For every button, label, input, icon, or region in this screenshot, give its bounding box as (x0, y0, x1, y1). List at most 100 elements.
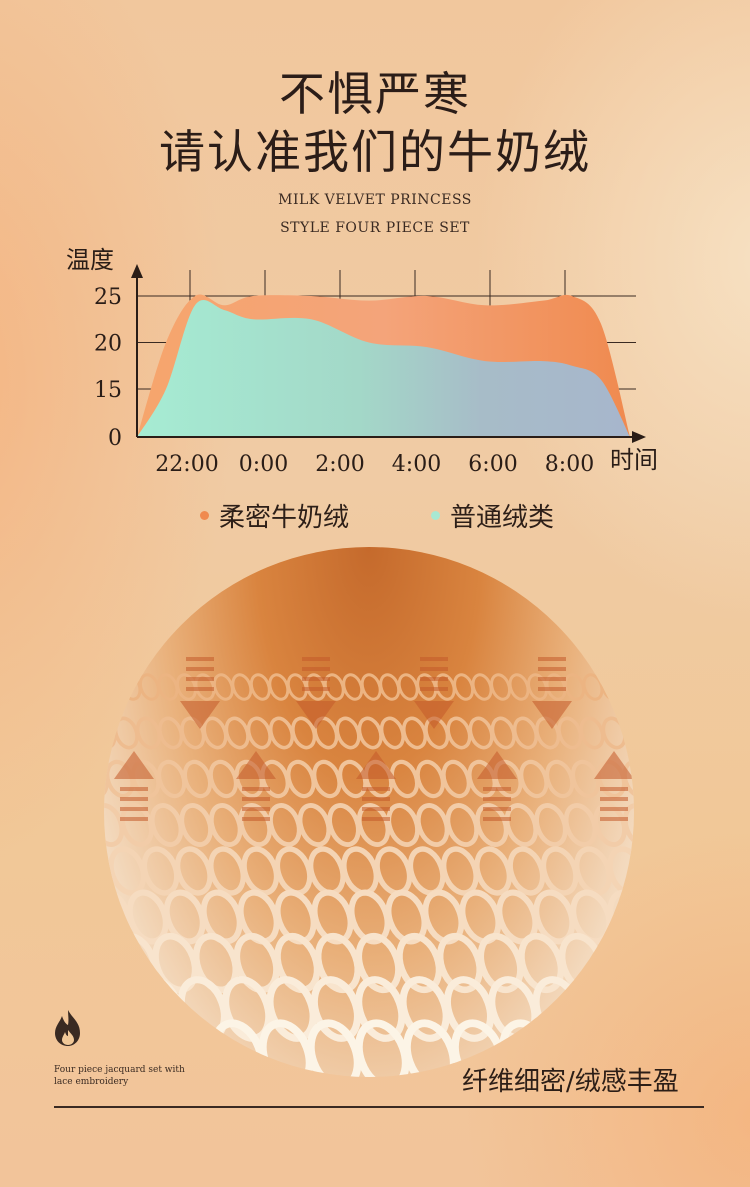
fabric-loop (274, 846, 313, 896)
fabric-loop (133, 976, 184, 1042)
fabric-loop (327, 803, 361, 847)
fabric-loop (379, 716, 405, 750)
fabric-loop (202, 716, 228, 750)
bottom-divider (54, 1106, 704, 1108)
fabric-loop (357, 716, 383, 750)
fabric-loop (355, 1019, 410, 1077)
feature-text: 纤维细密/绒感丰盈 (462, 1067, 679, 1097)
flame-icon (55, 1010, 80, 1046)
y-tick-label: 0 (108, 426, 122, 451)
fabric-loop (399, 976, 450, 1042)
fabric-loop (208, 846, 246, 896)
fabric-loop (104, 932, 118, 994)
headline-line-2: 请认准我们的牛奶绒 (159, 125, 591, 179)
fabric-loop (446, 716, 472, 750)
fabric-loop (158, 716, 184, 750)
subtitle-line-2: STYLE FOUR PIECE SET (280, 220, 470, 236)
fabric-loop (570, 759, 601, 799)
fabric-loop (582, 673, 604, 701)
fabric-loop (519, 759, 549, 799)
fabric-loop (563, 673, 585, 701)
fabric-loop (401, 716, 428, 750)
fabric-loop (208, 803, 243, 847)
legend-item-milk-velvet: 柔密牛奶绒 (200, 497, 349, 534)
fabric-loop (422, 889, 465, 945)
fabric-loop (113, 716, 139, 750)
fabric-loop (163, 889, 206, 945)
fabric-loop (268, 716, 295, 750)
fabric-loop (507, 846, 546, 896)
fabric-loop (180, 716, 206, 750)
legend-item-ordinary: 普通绒类 (431, 497, 554, 534)
fabric-loop (416, 673, 438, 701)
fabric-loop (157, 673, 179, 701)
x-tick-label: 0:00 (239, 452, 288, 477)
fabric-loop (179, 803, 213, 847)
fabric-loop (535, 716, 561, 750)
legend-dot-teal (431, 511, 440, 520)
legend-dot-orange (200, 511, 209, 520)
fabric-loop (508, 673, 530, 701)
fabric-loop (386, 803, 420, 847)
fabric-loop (306, 1019, 362, 1077)
fabric-loop (385, 889, 428, 945)
x-axis-label: 时间 (610, 446, 658, 474)
fabric-loop (182, 759, 213, 799)
fabric-loop (360, 673, 382, 701)
fabric-loop (249, 673, 271, 701)
fabric-loop (445, 803, 480, 847)
x-tick-label: 8:00 (545, 452, 594, 477)
fabric-loop (149, 803, 184, 847)
fabric-loop (570, 889, 613, 945)
fabric-loop (415, 759, 446, 799)
fabric-loop (599, 932, 634, 994)
fabric-loop (579, 716, 605, 750)
fabric-loop (527, 673, 549, 701)
small-caption: Four piece jacquard set with lace embroi… (54, 1065, 185, 1087)
fabric-loop (335, 716, 361, 750)
fabric-loop (396, 932, 443, 994)
fabric-loop (601, 716, 627, 750)
fabric-loop (208, 759, 239, 799)
fabric-loop (490, 673, 512, 701)
fabric-loop (474, 846, 513, 896)
fabric-loop (312, 759, 342, 799)
arrow-up-icon (356, 751, 396, 821)
x-tick-label: 6:00 (468, 452, 517, 477)
y-tick-label: 25 (94, 285, 122, 310)
fabric-loop (607, 846, 634, 896)
fabric-loop (443, 976, 495, 1042)
fabric-loop (563, 803, 598, 847)
x-tick-labels: 22:00 0:00 2:00 4:00 6:00 8:00 (155, 452, 594, 477)
fabric-loop (241, 846, 280, 896)
fabric-loop (297, 803, 332, 847)
fabric-loop (504, 803, 539, 847)
temperature-chart: 温度 时间 25 20 15 0 22:00 0:00 2:00 4:00 6:00 8:00 (66, 246, 658, 477)
fabric-loop (540, 846, 579, 896)
series-area-ordinary (137, 300, 630, 437)
fabric-loop (135, 716, 162, 750)
y-tick-labels: 25 20 15 0 (94, 285, 122, 451)
fabric-loop (389, 759, 420, 799)
legend-label: 普通绒类 (450, 503, 555, 533)
fabric-loop (403, 1019, 458, 1077)
fabric-loop (415, 803, 450, 847)
fabric-loop (607, 889, 634, 945)
arrow-up-icon (477, 751, 517, 821)
legend-label: 柔密牛奶绒 (219, 503, 350, 533)
fabric-loop (342, 673, 364, 701)
x-tick-label: 4:00 (392, 452, 441, 477)
fabric-closeup-image (104, 547, 634, 1077)
fabric-loop (291, 716, 317, 750)
fabric-loop (200, 889, 243, 945)
fabric-loop (268, 673, 290, 701)
x-axis-arrow (632, 431, 646, 443)
fabric-loop (490, 716, 516, 750)
fabric-loop (622, 803, 634, 847)
fabric-loop (120, 803, 154, 847)
fabric-loop (534, 803, 568, 847)
x-tick-label: 22:00 (155, 452, 218, 477)
chart-axes (131, 264, 646, 443)
arrow-down-icon (532, 657, 572, 729)
fabric-loop (104, 673, 105, 701)
